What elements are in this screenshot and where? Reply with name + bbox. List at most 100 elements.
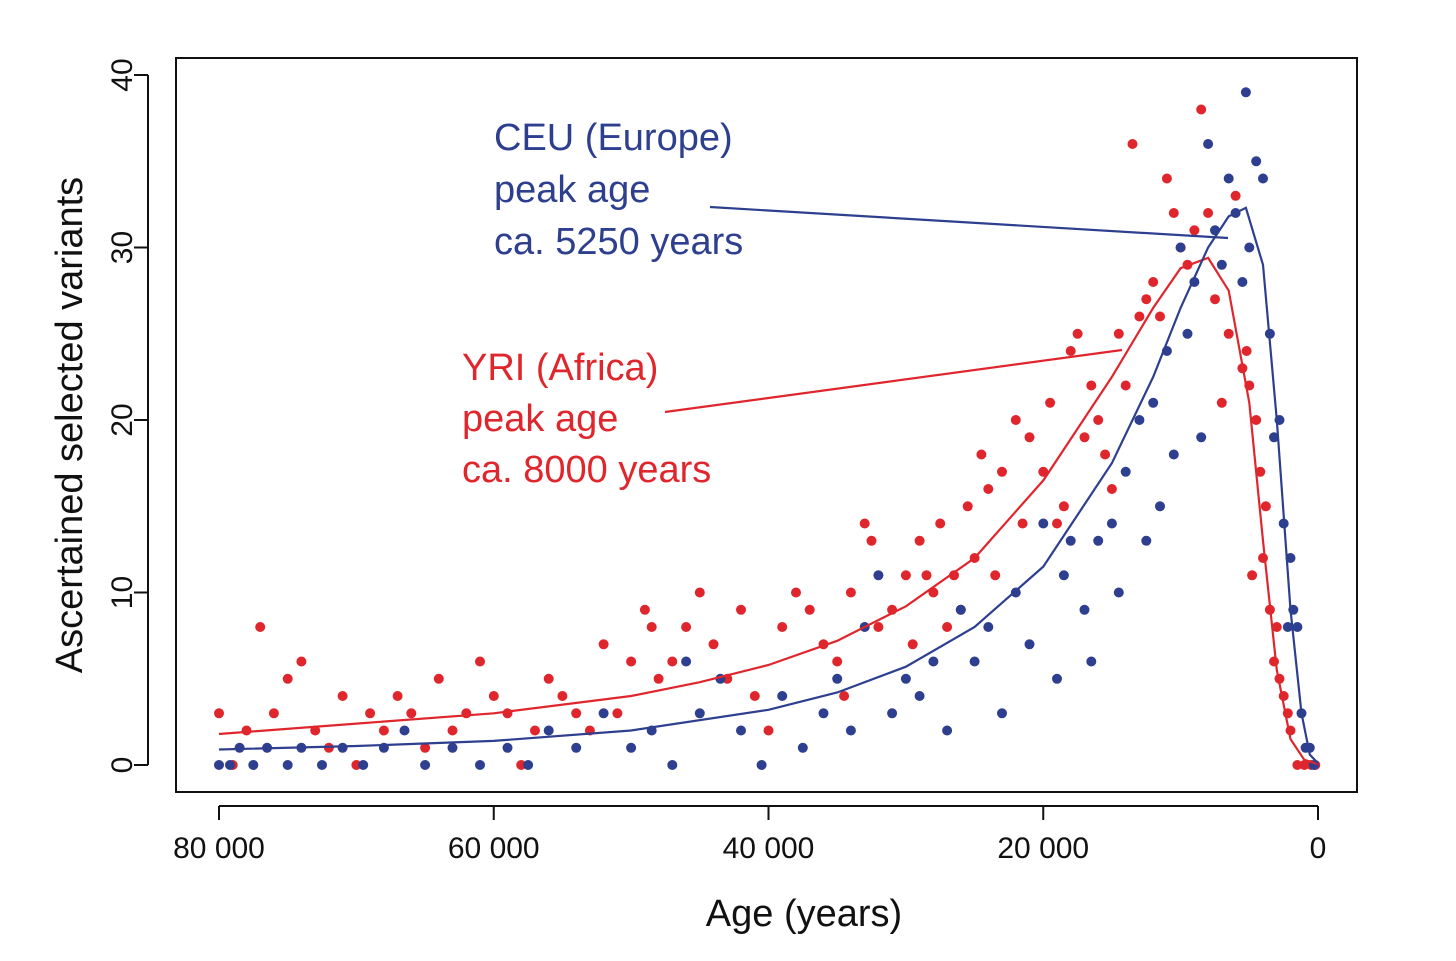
yri-point [406, 708, 417, 719]
ceu-point [214, 760, 224, 770]
yri-point [763, 725, 774, 736]
plot-frame [175, 57, 1358, 793]
yri-point [475, 656, 485, 667]
x-tick-label: 20 000 [997, 832, 1089, 865]
ceu-point [667, 760, 678, 770]
yri-point [1093, 415, 1104, 425]
yri-point [1127, 139, 1138, 149]
yri-point [907, 639, 918, 650]
x-tick-label: 40 000 [723, 832, 815, 865]
yri-point [832, 656, 843, 667]
yri-points [214, 104, 1321, 770]
yri-point [626, 656, 637, 667]
ceu-point [337, 742, 348, 753]
yri-point [612, 708, 623, 719]
yri-point [694, 587, 705, 598]
yri-point [1255, 466, 1266, 477]
ceu-point [1237, 277, 1248, 287]
yri-point [839, 691, 850, 701]
yri-point [1251, 415, 1262, 425]
yri-point [516, 760, 527, 770]
ceu-point [818, 708, 829, 719]
yri-point [1106, 484, 1117, 494]
ceu-point [358, 760, 369, 770]
yri-point [1168, 208, 1179, 218]
ceu-annotation-line-2: peak age [494, 169, 650, 211]
yri-point [1196, 104, 1207, 115]
ceu-point [626, 742, 637, 753]
ceu-point [1120, 466, 1131, 477]
yri-point [873, 622, 884, 632]
ceu-point [1155, 501, 1165, 512]
yri-point [653, 673, 664, 684]
y-tick-label: 40 [106, 58, 139, 91]
yri-point [681, 622, 692, 632]
ceu-point [282, 760, 293, 770]
ceu-point [900, 673, 911, 684]
yri-point [1038, 466, 1049, 477]
yri-point [949, 570, 959, 581]
yri-point [1024, 432, 1035, 443]
yri-point [1210, 294, 1220, 305]
yri-point [1134, 311, 1145, 322]
yri-annotation-leader [664, 348, 1123, 414]
ceu-point [1216, 259, 1227, 270]
yri-fit-curve [218, 256, 1319, 766]
ceu-point [681, 656, 692, 667]
ceu-point [1182, 328, 1193, 339]
x-tick-label: 60 000 [448, 832, 540, 865]
ceu-point [1106, 518, 1117, 529]
ceu-point [969, 656, 980, 667]
yri-point [749, 691, 760, 701]
yri-point [1065, 346, 1076, 356]
ceu-point [523, 760, 534, 770]
yri-point [502, 708, 513, 719]
y-axis: 0 10 20 30 40 [106, 58, 149, 774]
yri-point [1216, 397, 1227, 408]
x-axis: 80 000 60 000 40 000 20 000 0 [173, 805, 1327, 865]
yri-point [983, 484, 994, 494]
ceu-point [1148, 397, 1159, 408]
yri-point [378, 725, 389, 736]
yri-point [1258, 553, 1268, 563]
yri-point [921, 570, 932, 581]
x-tick-label: 0 [1310, 832, 1327, 865]
ceu-point [983, 622, 994, 632]
yri-point [845, 587, 856, 598]
yri-annotation-line-3: ca. 8000 years [462, 449, 711, 491]
yri-point [859, 518, 870, 529]
ceu-point [234, 742, 245, 753]
y-axis-title: Ascertained selected variants [49, 177, 91, 673]
yri-point [1100, 449, 1111, 460]
ceu-point [1024, 639, 1035, 650]
yri-annotation: YRI (Africa) peak age ca. 8000 years [462, 347, 711, 491]
ceu-point [1240, 87, 1251, 98]
ceu-point [1058, 570, 1069, 581]
ceu-point [598, 708, 609, 719]
yri-point [1058, 501, 1069, 512]
ceu-point [797, 742, 808, 753]
ceu-annotation: CEU (Europe) peak age ca. 5250 years [494, 117, 743, 263]
ceu-point [1223, 173, 1234, 184]
yri-point [646, 622, 657, 632]
ceu-point [447, 742, 458, 753]
yri-point [667, 656, 678, 667]
yri-point [976, 449, 987, 460]
x-tick-label: 80 000 [173, 832, 265, 865]
yri-point [1017, 518, 1028, 529]
ceu-point [1292, 622, 1303, 632]
yri-point [866, 535, 877, 546]
ceu-point [887, 708, 898, 719]
yri-point [337, 691, 348, 701]
ceu-point [1258, 173, 1268, 184]
ceu-point [756, 760, 767, 770]
yri-annotation-line-2: peak age [462, 398, 618, 440]
yri-point [296, 656, 307, 667]
yri-point [1247, 570, 1258, 581]
ceu-point [1113, 587, 1124, 598]
yri-point [1260, 501, 1271, 512]
yri-point [708, 639, 719, 650]
y-tick-label: 0 [106, 757, 139, 774]
ceu-point [1282, 622, 1293, 632]
yri-point [1161, 173, 1172, 184]
